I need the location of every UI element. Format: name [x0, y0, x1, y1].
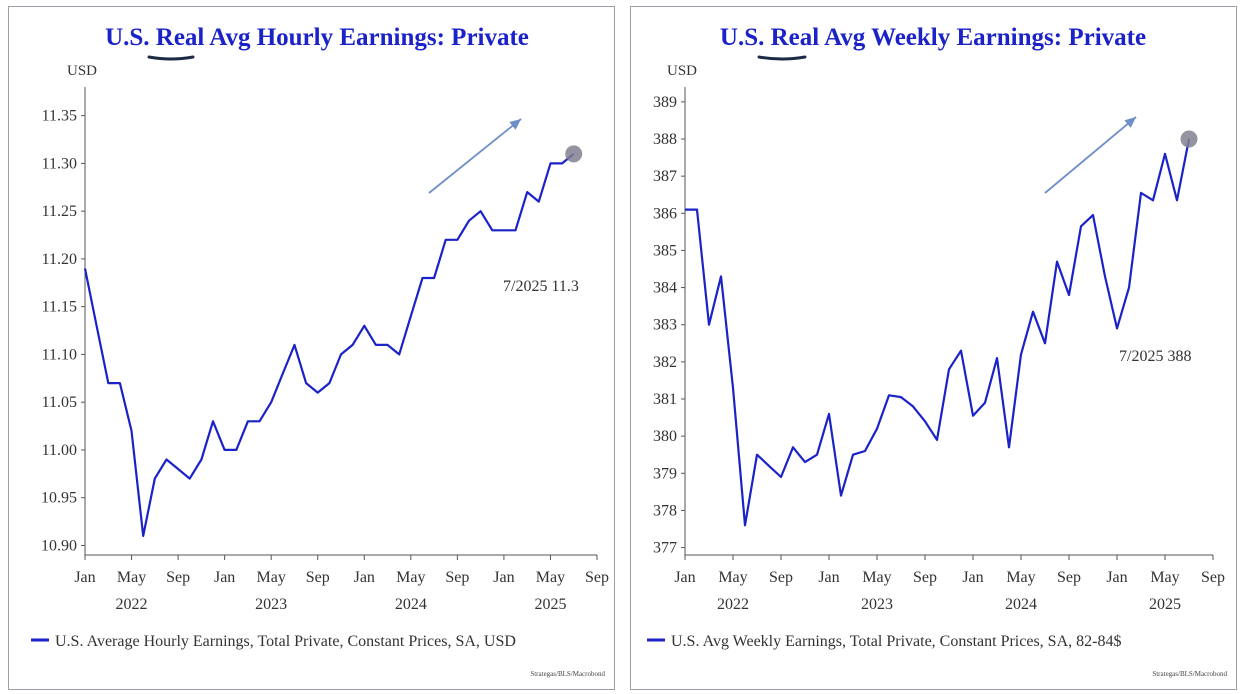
- trend-arrow-head: [509, 119, 521, 130]
- y-axis-unit-label: USD: [667, 63, 697, 79]
- x-tick-label: May: [396, 569, 425, 586]
- y-tick-label: 11.20: [42, 251, 77, 268]
- y-axis-unit-label: USD: [67, 63, 97, 79]
- y-tick-label: 11.00: [42, 442, 77, 459]
- x-tick-label: May: [117, 569, 146, 586]
- x-tick-label: Sep: [1201, 569, 1225, 586]
- x-tick-label: May: [257, 569, 286, 586]
- x-tick-label: Jan: [1106, 569, 1127, 586]
- y-tick-label: 11.05: [42, 394, 77, 411]
- x-year-label: 2025: [534, 596, 566, 613]
- x-year-label: 2024: [1005, 596, 1037, 613]
- y-tick-label: 386: [653, 205, 677, 222]
- x-tick-label: Jan: [354, 569, 375, 586]
- last-point-marker: [565, 145, 583, 163]
- x-year-label: 2025: [1149, 596, 1181, 613]
- y-tick-label: 379: [653, 465, 677, 482]
- hourly-earnings-chart-panel: U.S. Real Avg Hourly Earnings: Private US…: [8, 6, 615, 690]
- y-tick-label: 11.15: [42, 299, 77, 316]
- y-tick-label: 381: [653, 391, 677, 408]
- chart-title: U.S. Real Avg Weekly Earnings: Private: [720, 24, 1146, 51]
- trend-arrow-line: [428, 118, 522, 194]
- y-tick-label: 382: [653, 354, 677, 371]
- series-line: [685, 138, 1191, 527]
- series-line: [83, 153, 575, 538]
- y-tick-label: 11.30: [42, 155, 77, 172]
- x-tick-label: Jan: [74, 569, 95, 586]
- x-tick-label: May: [718, 569, 747, 586]
- trend-arrow-line: [1044, 116, 1137, 194]
- y-tick-label: 389: [653, 94, 677, 111]
- x-tick-label: May: [536, 569, 565, 586]
- chart-title: U.S. Real Avg Hourly Earnings: Private: [105, 24, 529, 51]
- x-year-label: 2022: [116, 596, 148, 613]
- y-tick-label: 10.90: [41, 537, 77, 554]
- x-tick-label: May: [862, 569, 891, 586]
- x-tick-label: Sep: [1057, 569, 1081, 586]
- title-underline-mark: [757, 55, 807, 61]
- x-year-label: 2023: [255, 596, 287, 613]
- y-tick-label: 385: [653, 242, 677, 259]
- y-tick-label: 11.35: [42, 108, 77, 125]
- x-year-label: 2022: [717, 596, 749, 613]
- x-tick-label: May: [1006, 569, 1035, 586]
- y-tick-label: 388: [653, 131, 677, 148]
- x-tick-label: Jan: [493, 569, 514, 586]
- title-underline-mark: [147, 55, 195, 61]
- last-point-marker: [1180, 130, 1198, 148]
- x-tick-label: May: [1150, 569, 1179, 586]
- x-tick-label: Sep: [913, 569, 937, 586]
- source-note: Strategas/BLS/Macrobond: [1152, 670, 1227, 678]
- x-tick-label: Jan: [674, 569, 695, 586]
- y-tick-label: 377: [653, 540, 677, 557]
- y-tick-label: 384: [653, 280, 677, 297]
- y-tick-label: 380: [653, 428, 677, 445]
- x-tick-label: Sep: [585, 569, 609, 586]
- x-tick-label: Sep: [769, 569, 793, 586]
- y-tick-label: 11.10: [42, 346, 77, 363]
- x-tick-label: Jan: [962, 569, 983, 586]
- y-tick-label: 378: [653, 502, 677, 519]
- latest-value-annotation: 7/2025 11.3: [503, 278, 579, 295]
- trend-arrow-head: [1124, 117, 1136, 128]
- x-tick-label: Sep: [445, 569, 469, 586]
- x-year-label: 2024: [395, 596, 427, 613]
- x-tick-label: Jan: [214, 569, 235, 586]
- latest-value-annotation: 7/2025 388: [1119, 348, 1191, 365]
- weekly-earnings-chart-panel: U.S. Real Avg Weekly Earnings: Private US…: [630, 6, 1237, 690]
- y-tick-label: 383: [653, 317, 677, 334]
- x-tick-label: Sep: [306, 569, 330, 586]
- weekly-earnings-chart: U.S. Real Avg Weekly Earnings: Private US…: [647, 24, 1227, 678]
- hourly-earnings-chart: U.S. Real Avg Hourly Earnings: Private US…: [31, 24, 609, 678]
- y-tick-label: 387: [653, 168, 677, 185]
- x-tick-label: Sep: [166, 569, 190, 586]
- x-tick-label: Jan: [818, 569, 839, 586]
- y-tick-label: 11.25: [42, 203, 77, 220]
- legend-label: U.S. Avg Weekly Earnings, Total Private,…: [671, 633, 1121, 650]
- y-tick-label: 10.95: [41, 490, 77, 507]
- x-year-label: 2023: [861, 596, 893, 613]
- legend-label: U.S. Average Hourly Earnings, Total Priv…: [55, 633, 516, 650]
- source-note: Strategas/BLS/Macrobond: [530, 670, 605, 678]
